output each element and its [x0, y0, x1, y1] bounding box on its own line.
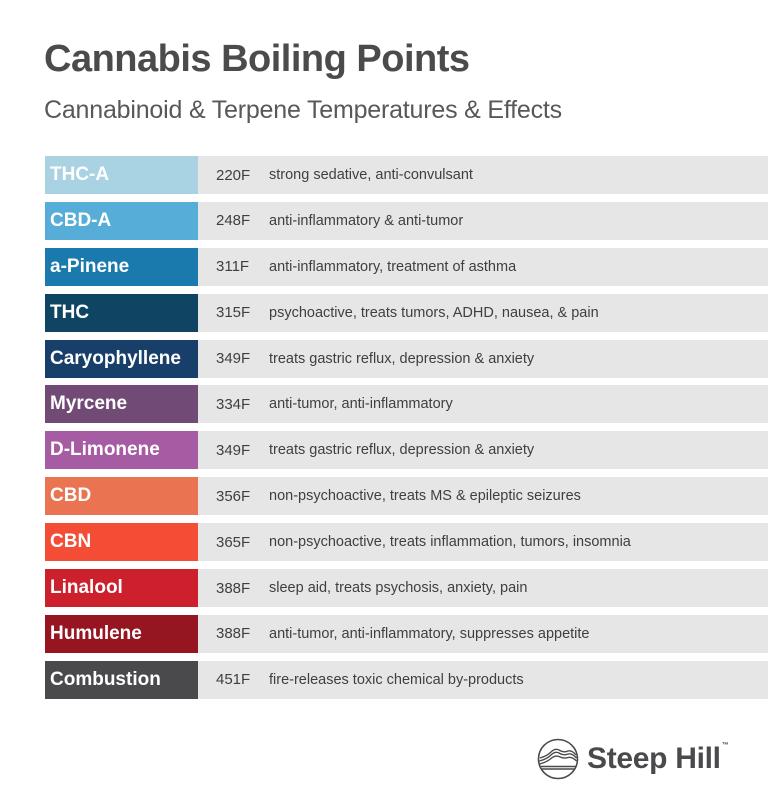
brand-name: Steep Hill — [587, 742, 721, 775]
mountain-circle-icon — [537, 738, 579, 780]
effect-text: anti-tumor, anti-inflammatory, suppresse… — [269, 625, 590, 642]
compound-label: Linalool — [45, 569, 198, 608]
temperature-value: 388F — [216, 625, 251, 643]
compound-label: Humulene — [45, 614, 198, 653]
compound-label: Caryophyllene — [45, 339, 198, 378]
effect-text: anti-inflammatory, treatment of asthma — [269, 258, 517, 275]
temperature-value: 220F — [216, 166, 251, 184]
effect-text: treats gastric reflux, depression & anxi… — [269, 442, 535, 459]
effect-text: anti-inflammatory & anti-tumor — [269, 212, 464, 229]
temperature-value: 315F — [216, 304, 251, 322]
temperature-value: 365F — [216, 533, 251, 551]
effect-text: fire-releases toxic chemical by-products — [269, 671, 524, 688]
compound-label: THC-A — [45, 156, 198, 194]
compound-label: Myrcene — [45, 385, 198, 424]
table-row: CBD 356F non-psychoactive, treats MS & e… — [45, 477, 768, 516]
page-title: Cannabis Boiling Points — [44, 38, 470, 80]
compound-label: THC — [45, 293, 198, 332]
compound-label: CBD — [45, 477, 198, 516]
compound-label: CBD-A — [45, 201, 198, 240]
temperature-value: 349F — [216, 350, 251, 368]
table-row: Caryophyllene 349F treats gastric reflux… — [45, 339, 768, 378]
temperature-value: 311F — [216, 258, 250, 276]
table-row: a-Pinene 311F anti-inflammatory, treatme… — [45, 247, 768, 286]
temperature-value: 388F — [216, 579, 251, 597]
table-row: Combustion 451F fire-releases toxic chem… — [45, 660, 768, 699]
compound-label: CBN — [45, 523, 198, 562]
page-subtitle: Cannabinoid & Terpene Temperatures & Eff… — [44, 96, 562, 124]
effect-text: strong sedative, anti-convulsant — [269, 167, 473, 183]
compound-label: D-Limonene — [45, 431, 198, 470]
temperature-value: 451F — [216, 671, 251, 689]
table-row: CBN 365F non-psychoactive, treats inflam… — [45, 523, 768, 562]
boiling-points-table: THC-A 220F strong sedative, anti-convuls… — [45, 156, 768, 707]
table-row: THC-A 220F strong sedative, anti-convuls… — [45, 156, 768, 194]
effect-text: treats gastric reflux, depression & anxi… — [269, 350, 535, 367]
compound-label: a-Pinene — [45, 247, 198, 286]
effect-text: non-psychoactive, treats inflammation, t… — [269, 534, 631, 551]
compound-label: Combustion — [45, 660, 198, 699]
temperature-value: 248F — [216, 212, 251, 230]
logo-text: Steep Hill™ — [587, 742, 729, 776]
temperature-value: 334F — [216, 395, 251, 413]
temperature-value: 349F — [216, 441, 251, 459]
temperature-value: 356F — [216, 487, 251, 505]
table-row: Linalool 388F sleep aid, treats psychosi… — [45, 569, 768, 608]
effect-text: psychoactive, treats tumors, ADHD, nause… — [269, 304, 599, 321]
table-row: THC 315F psychoactive, treats tumors, AD… — [45, 293, 768, 332]
trademark-symbol: ™ — [721, 742, 729, 749]
steep-hill-logo: Steep Hill™ — [537, 738, 729, 780]
effect-text: non-psychoactive, treats MS & epileptic … — [269, 488, 581, 505]
table-row: D-Limonene 349F treats gastric reflux, d… — [45, 431, 768, 470]
table-row: Myrcene 334F anti-tumor, anti-inflammato… — [45, 385, 768, 424]
table-row: Humulene 388F anti-tumor, anti-inflammat… — [45, 614, 768, 653]
effect-text: sleep aid, treats psychosis, anxiety, pa… — [269, 580, 528, 597]
effect-text: anti-tumor, anti-inflammatory — [269, 396, 453, 413]
table-row: CBD-A 248F anti-inflammatory & anti-tumo… — [45, 201, 768, 240]
